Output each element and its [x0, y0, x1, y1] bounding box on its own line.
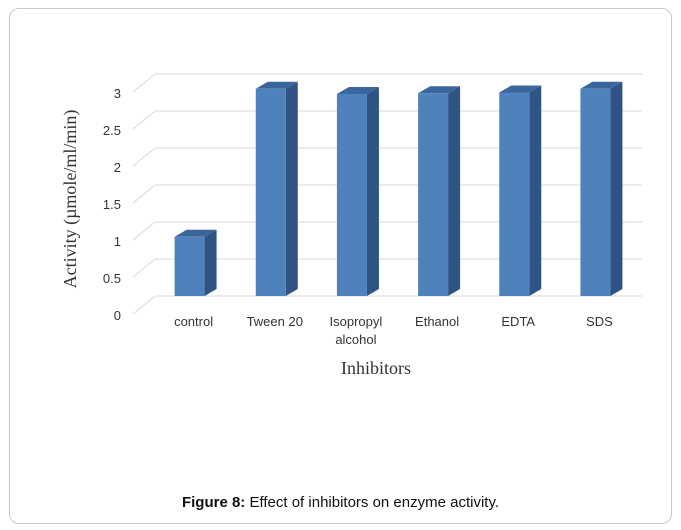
gridline-depth [132, 184, 156, 204]
gridline-depth [132, 147, 156, 167]
caption-label: Figure 8: [181, 494, 246, 511]
bar [336, 93, 367, 296]
y-tick-label: 3 [114, 86, 121, 101]
y-tick-label: 0 [114, 308, 121, 323]
bar-top [499, 85, 542, 93]
x-tick-label: Tween 20 [247, 314, 303, 329]
x-tick-label: Isopropyl [330, 314, 383, 329]
bar [418, 93, 449, 297]
y-tick-label: 1 [114, 234, 121, 249]
bar-side [204, 229, 217, 296]
bar [174, 236, 205, 296]
y-axis-label: Activity (µmole/ml/min) [60, 110, 81, 289]
gridline-depth [132, 258, 156, 278]
bar-side [285, 81, 298, 296]
gridline-depth [132, 110, 156, 130]
bar-side [448, 86, 461, 297]
bar-side [610, 81, 623, 296]
bar [580, 88, 611, 296]
figure-caption: Figure 8: Effect of inhibitors on enzyme… [0, 494, 681, 511]
x-axis-label: Inhibitors [341, 358, 411, 378]
x-tick-label: SDS [586, 314, 613, 329]
gridline-depth [132, 73, 156, 93]
bar-top [174, 229, 217, 237]
bar [499, 92, 530, 296]
y-tick-label: 2 [114, 160, 121, 175]
bar-top [336, 86, 379, 94]
bar-top [418, 86, 461, 94]
bar-top [580, 81, 623, 89]
y-tick-label: 2.5 [103, 123, 121, 138]
gridline-depth [132, 295, 156, 315]
caption-text: Effect of inhibitors on enzyme activity. [245, 494, 500, 511]
x-tick-label: alcohol [335, 332, 376, 347]
gridline-depth [132, 221, 156, 241]
bar-side [529, 85, 542, 296]
y-tick-label: 1.5 [103, 197, 121, 212]
bar-top [255, 81, 298, 89]
bar-side [366, 86, 379, 296]
x-tick-label: EDTA [501, 314, 535, 329]
bar [255, 88, 286, 296]
x-tick-label: control [174, 314, 213, 329]
y-tick-label: 0.5 [103, 271, 121, 286]
x-tick-label: Ethanol [415, 314, 459, 329]
